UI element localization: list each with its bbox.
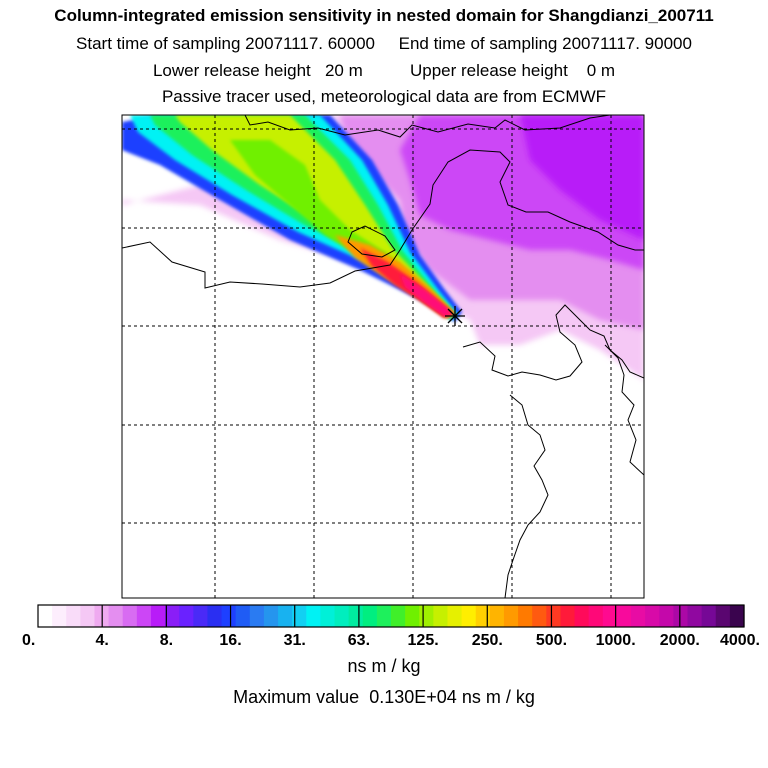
colorbar-swatch-16 bbox=[263, 605, 279, 627]
colorbar-swatch-24 bbox=[376, 605, 392, 627]
colorbar-swatch-26 bbox=[405, 605, 420, 627]
colorbar-swatch-42 bbox=[631, 605, 646, 627]
colorbar-swatch-48 bbox=[715, 605, 731, 627]
colorbar-swatch-34 bbox=[518, 605, 533, 627]
coastline-korea bbox=[604, 344, 644, 476]
colorbar-swatch-29 bbox=[447, 605, 463, 627]
plume-green bbox=[150, 115, 456, 319]
colorbar-swatch-49 bbox=[729, 605, 745, 627]
colorbar-swatch-20 bbox=[320, 605, 336, 627]
colorbar-swatch-27 bbox=[419, 605, 434, 627]
colorbar-swatch-46 bbox=[687, 605, 703, 627]
colorbar-swatch-22 bbox=[348, 605, 364, 627]
colorbar-swatch-38 bbox=[574, 605, 590, 627]
colorbar-swatch-15 bbox=[249, 605, 265, 627]
colorbar-swatch-44 bbox=[659, 605, 674, 627]
colorbar-swatch-33 bbox=[503, 605, 519, 627]
colorbar-swatch-28 bbox=[433, 605, 449, 627]
max-value-unit: ns m / kg bbox=[461, 687, 535, 707]
colorbar-tick-label: 63. bbox=[348, 632, 370, 649]
colorbar-swatch-12 bbox=[207, 605, 223, 627]
colorbar-swatch-13 bbox=[221, 605, 237, 627]
colorbar-swatch-3 bbox=[80, 605, 96, 627]
end-value: 20071117. 90000 bbox=[562, 34, 692, 53]
colorbar-swatch-35 bbox=[532, 605, 547, 627]
colorbar-frame bbox=[37, 604, 745, 628]
graticule bbox=[122, 115, 644, 598]
max-value-number: 0.130E+04 bbox=[369, 687, 457, 707]
max-value-label: Maximum value bbox=[233, 687, 360, 707]
coastline-east bbox=[504, 394, 549, 598]
colorbar-swatch-39 bbox=[588, 605, 604, 627]
colorbar-swatch-37 bbox=[560, 605, 576, 627]
upper-label: Upper release height bbox=[409, 61, 568, 80]
colorbar: 0. 4. 8. 16. 31. 63. 125. 250. 500. 1000. 2000. 400… bbox=[22, 604, 760, 649]
coastlines bbox=[122, 115, 644, 598]
colorbar-swatch-19 bbox=[306, 605, 321, 627]
release-heights: Lower release height 20 m Upper release … bbox=[0, 61, 768, 81]
chart-title: Column-integrated emission sensitivity i… bbox=[54, 6, 714, 25]
colorbar-tick-label: 250. bbox=[472, 632, 503, 649]
upper-value: 0 m bbox=[586, 61, 616, 80]
colorbar-tick-label: 8. bbox=[160, 632, 173, 649]
colorbar-swatch-8 bbox=[150, 605, 166, 627]
colorbar-swatch-10 bbox=[179, 605, 194, 627]
colorbar-swatch-40 bbox=[602, 605, 618, 627]
colorbar-tick-label: 0. bbox=[22, 632, 35, 649]
colorbar-swatch-32 bbox=[489, 605, 505, 627]
colorbar-swatch-0 bbox=[38, 605, 53, 627]
coastline-shandong bbox=[462, 304, 644, 381]
colorbar-tick-label: 4. bbox=[96, 632, 109, 649]
sensitivity-field bbox=[122, 115, 644, 380]
colorbar-tick-label: 1000. bbox=[596, 632, 636, 649]
colorbar-swatch-11 bbox=[193, 605, 209, 627]
colorbar-tick-label: 4000. bbox=[720, 632, 760, 649]
coastline-bohai bbox=[122, 149, 644, 289]
colorbar-tick-label: 125. bbox=[408, 632, 439, 649]
colorbar-swatch-1 bbox=[52, 605, 67, 627]
colorbar-swatch-2 bbox=[66, 605, 81, 627]
sampling-times: Start time of sampling 20071117. 60000 E… bbox=[0, 34, 768, 54]
colorbar-unit: ns m / kg bbox=[347, 656, 421, 676]
colorbar-swatch-21 bbox=[334, 605, 350, 627]
start-value: 20071117. 60000 bbox=[245, 34, 376, 53]
start-label: Start time of sampling bbox=[76, 34, 241, 53]
colorbar-swatch-25 bbox=[391, 605, 406, 627]
lower-value: 20 m bbox=[324, 61, 363, 80]
colorbar-swatch-43 bbox=[645, 605, 660, 627]
colorbar-tick-label: 31. bbox=[284, 632, 306, 649]
colorbar-swatch-9 bbox=[165, 605, 180, 627]
colorbar-swatch-23 bbox=[362, 605, 378, 627]
colorbar-swatch-31 bbox=[475, 605, 491, 627]
colorbar-tick-label: 2000. bbox=[660, 632, 700, 649]
lower-label: Lower release height bbox=[152, 61, 311, 80]
colorbar-swatch-14 bbox=[235, 605, 251, 627]
map-frame bbox=[121, 114, 645, 599]
colorbar-swatch-6 bbox=[122, 605, 138, 627]
colorbar-swatch-47 bbox=[701, 605, 717, 627]
colorbar-swatch-7 bbox=[136, 605, 152, 627]
end-label: End time of sampling bbox=[398, 34, 558, 53]
maximum-value: Maximum value 0.130E+04 ns m / kg bbox=[0, 687, 768, 708]
receptor-marker bbox=[445, 306, 465, 326]
colorbar-swatch-45 bbox=[673, 605, 689, 627]
colorbar-swatch-17 bbox=[278, 605, 293, 627]
map-area bbox=[122, 115, 644, 598]
colorbar-tick-label: 16. bbox=[219, 632, 241, 649]
colorbar-swatch-41 bbox=[616, 605, 632, 627]
colorbar-swatch-18 bbox=[292, 605, 307, 627]
field-level-top bbox=[520, 115, 644, 240]
colorbar-swatch-5 bbox=[108, 605, 124, 627]
colorbar-tick-label: 500. bbox=[536, 632, 567, 649]
colorbar-swatch-36 bbox=[546, 605, 562, 627]
colorbar-swatch-30 bbox=[461, 605, 477, 627]
model-note: Passive tracer used, meteorological data… bbox=[161, 87, 607, 106]
